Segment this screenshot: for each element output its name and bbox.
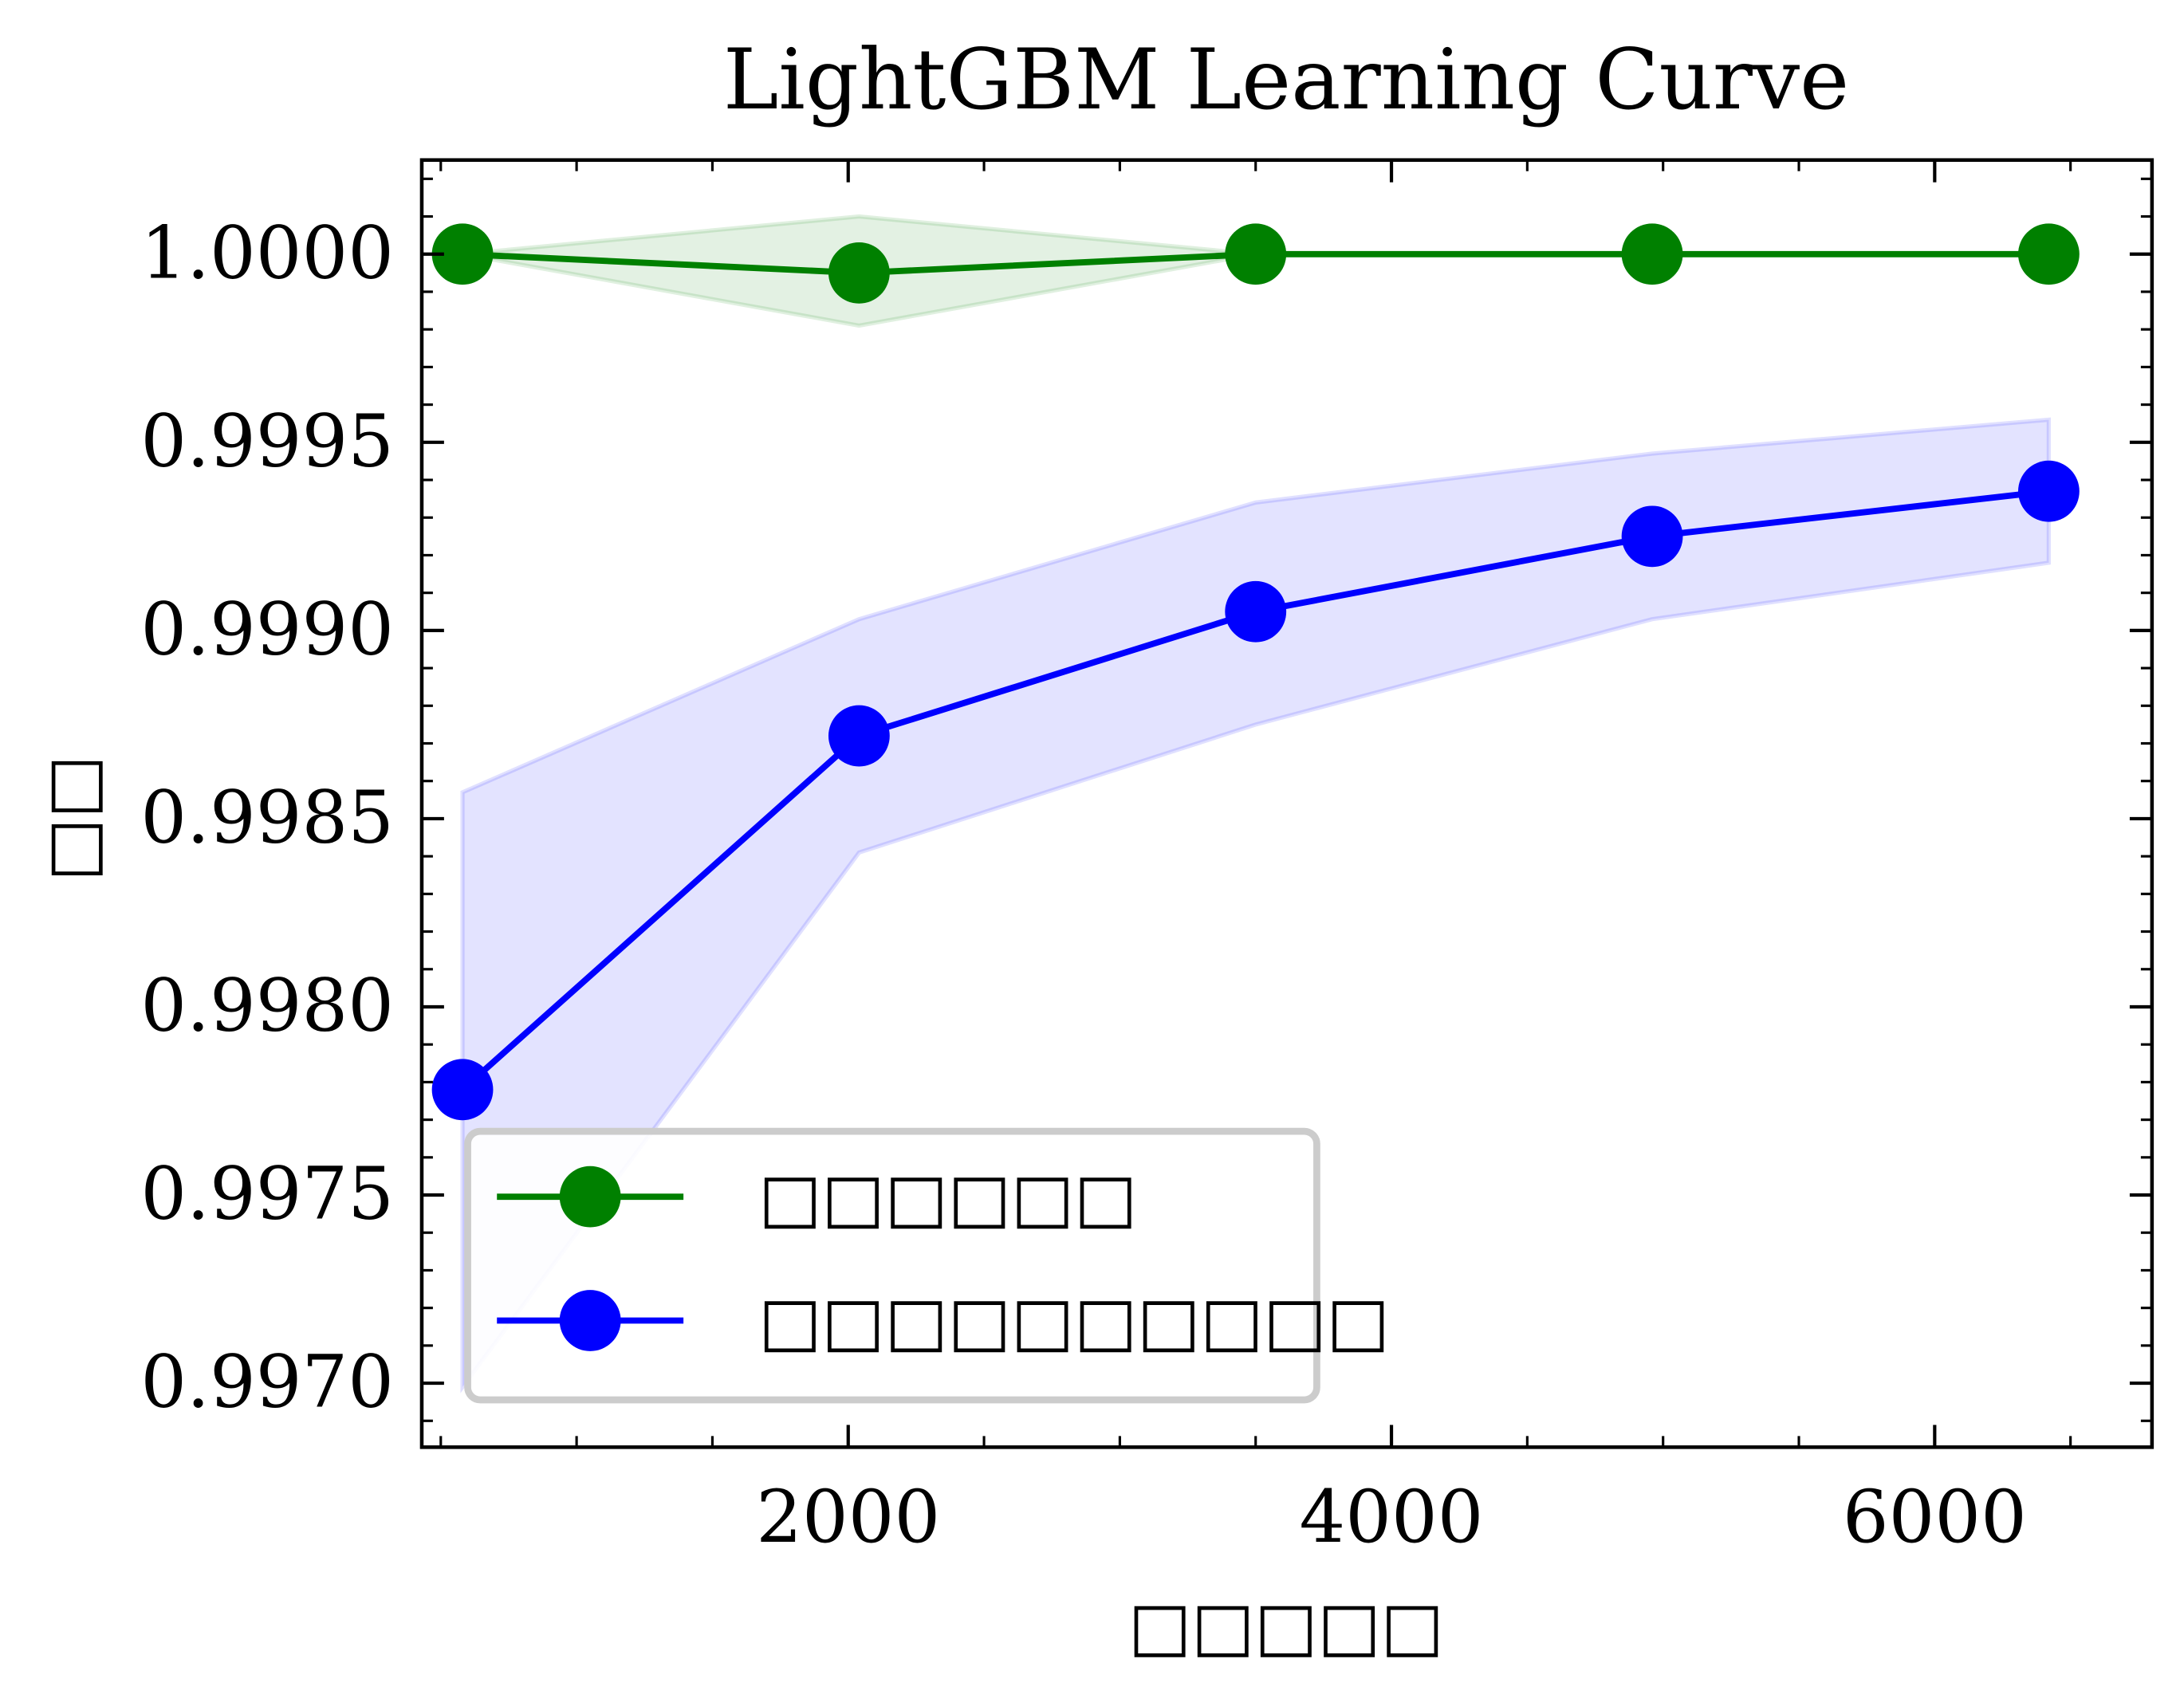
series-1-point-4 [2017, 460, 2080, 522]
series-0-point-3 [1621, 223, 1683, 285]
series-1-point-0 [431, 1059, 494, 1121]
series-1-point-1 [828, 705, 890, 767]
series-0-point-1 [828, 242, 890, 304]
y-tick-label: 0.9990 [140, 588, 394, 672]
y-tick-label: 0.9970 [140, 1341, 394, 1425]
x-tick-label: 2000 [756, 1476, 940, 1559]
y-tick-label: 0.9980 [140, 965, 394, 1048]
legend-marker-1 [559, 1290, 621, 1351]
series-1-point-2 [1225, 580, 1287, 643]
axes-frame [419, 158, 2154, 1449]
series-0-point-2 [1225, 223, 1287, 285]
chart-title: LightGBM Learning Curve [723, 31, 1849, 128]
x-axis-label: □□□□□ [1128, 1586, 1444, 1665]
legend-label-0: □□□□□□ [758, 1158, 1137, 1236]
x-tick-label: 6000 [1843, 1476, 2027, 1559]
series-0-point-0 [431, 223, 494, 285]
series-1-band [460, 417, 2052, 1393]
plot-frame [419, 158, 2154, 1449]
legend-label-1: □□□□□□□□□□ [758, 1282, 1389, 1360]
series-lines [431, 223, 2080, 1121]
legend: □□□□□□□□□□□□□□□□ [464, 1127, 1390, 1404]
x-tick-label: 4000 [1300, 1476, 1484, 1559]
y-tick-label: 0.9995 [140, 399, 394, 483]
y-tick-label: 0.9975 [140, 1153, 394, 1236]
y-tick-label: 0.9985 [140, 776, 394, 860]
y-tick-label: 1.0000 [140, 211, 394, 295]
y-axis-label: □□ [33, 755, 111, 881]
axis-ticks: 0.9970 0.9975 0.9980 0.9985 0.9990 0.9995 1.00… [140, 159, 2152, 1559]
series-0-point-4 [2017, 223, 2080, 285]
series-1-point-3 [1621, 505, 1683, 568]
legend-marker-0 [559, 1166, 621, 1228]
